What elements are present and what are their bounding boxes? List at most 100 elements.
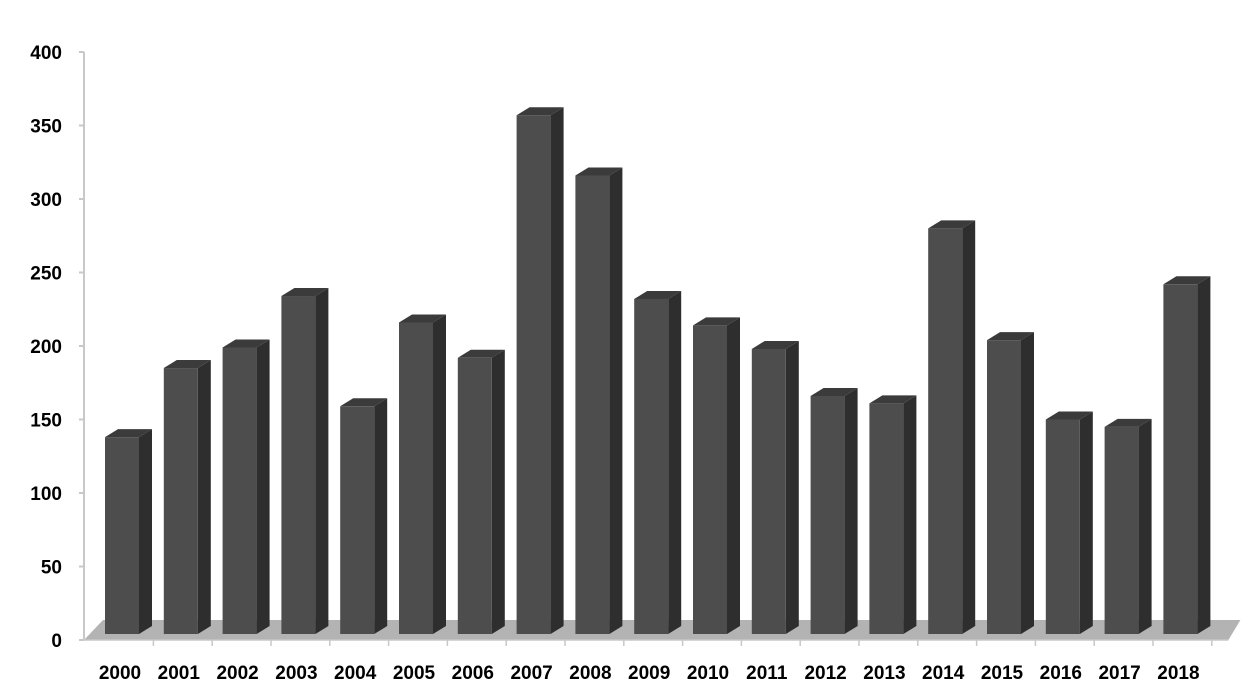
bar-2012 xyxy=(810,387,858,634)
bar-side-face xyxy=(668,290,682,634)
bar-top-face xyxy=(693,317,740,326)
bar-top-face xyxy=(575,167,623,176)
bar-side-face xyxy=(491,349,505,634)
x-tick-label: 2013 xyxy=(863,663,905,684)
x-tick-label: 2014 xyxy=(922,663,965,684)
bar-side-face xyxy=(550,107,564,634)
bar-2016 xyxy=(1045,411,1093,634)
bar-front-face xyxy=(810,395,845,634)
x-tick-label: 2011 xyxy=(746,663,788,684)
bar-2006 xyxy=(457,349,505,634)
bars-layer xyxy=(105,107,1211,635)
bar-side-face xyxy=(433,314,446,634)
bar-2010 xyxy=(693,317,740,634)
bar-front-face xyxy=(575,175,610,635)
bar-2005 xyxy=(399,314,446,634)
x-tick-label: 2000 xyxy=(99,663,141,684)
bar-side-face xyxy=(315,288,329,634)
bar-front-face xyxy=(399,322,433,634)
bar-front-face xyxy=(987,340,1021,634)
bar-side-face xyxy=(197,360,211,634)
bar-2017 xyxy=(1104,418,1152,634)
bar-side-face xyxy=(609,167,623,635)
x-tick-label: 2006 xyxy=(452,663,494,684)
bar-front-face xyxy=(457,357,492,634)
bar-top-face xyxy=(105,429,152,438)
bar-front-face xyxy=(1163,284,1198,634)
bar-2002 xyxy=(222,339,270,634)
y-tick-label: 150 xyxy=(30,411,62,432)
bar-side-face xyxy=(256,339,270,634)
y-tick-label: 100 xyxy=(30,484,62,505)
bar-2011 xyxy=(751,340,799,634)
y-tick-label: 300 xyxy=(30,190,62,211)
x-tick-label: 2005 xyxy=(393,663,436,684)
bar-side-face xyxy=(962,220,976,634)
x-tick-label: 2016 xyxy=(1040,663,1082,684)
y-tick-label: 250 xyxy=(30,264,62,285)
bar-top-face xyxy=(869,395,917,404)
bar-front-face xyxy=(634,298,669,634)
bar-2004 xyxy=(340,398,388,634)
bar-2001 xyxy=(163,360,211,634)
bar-2008 xyxy=(575,167,623,635)
bar-2009 xyxy=(634,290,682,634)
bar-front-face xyxy=(1045,419,1080,634)
bar-top-face xyxy=(399,314,446,323)
bar-top-face xyxy=(634,290,682,299)
bar-side-face xyxy=(903,395,917,634)
x-tick-label: 2010 xyxy=(687,663,729,684)
bar-side-face xyxy=(374,398,388,634)
bar-front-face xyxy=(516,115,551,634)
x-tick-label: 2002 xyxy=(216,663,258,684)
y-tick-label: 50 xyxy=(41,558,62,579)
x-tick-label: 2018 xyxy=(1157,663,1199,684)
bar-front-face xyxy=(1104,426,1139,634)
bar-top-face xyxy=(516,107,564,116)
bar-front-face xyxy=(105,437,139,634)
y-tick-label: 350 xyxy=(30,117,62,138)
bar-2007 xyxy=(516,107,564,634)
bar-side-face xyxy=(1197,276,1211,634)
bar-2014 xyxy=(928,220,976,634)
bar-front-face xyxy=(869,403,904,634)
bar-top-face xyxy=(751,340,799,349)
bar-top-face xyxy=(1045,411,1093,420)
y-tick-label: 0 xyxy=(51,631,62,652)
bar-side-face xyxy=(1079,411,1093,634)
bar-top-face xyxy=(281,288,329,297)
bar-2013 xyxy=(869,395,917,634)
bar-side-face xyxy=(844,387,858,634)
bar-side-face xyxy=(727,317,740,634)
bar-side-face xyxy=(1021,332,1034,634)
bar-top-face xyxy=(1104,418,1152,427)
bar-2015 xyxy=(987,332,1034,634)
x-tick-label: 2007 xyxy=(510,663,552,684)
bar-side-face xyxy=(785,340,799,634)
bar-side-face xyxy=(139,429,152,634)
bar-top-face xyxy=(222,339,270,348)
bar-front-face xyxy=(928,228,963,634)
bar-front-face xyxy=(222,347,257,634)
bar-front-face xyxy=(163,368,198,634)
bar-side-face xyxy=(1138,418,1152,634)
y-axis xyxy=(79,51,1229,646)
y-axis-labels: 0 50 100 150 200 250 300 350 400 xyxy=(30,43,62,652)
x-tick-label: 2017 xyxy=(1098,663,1140,684)
bar-front-face xyxy=(281,296,316,634)
bar-top-face xyxy=(340,398,388,407)
bar-top-face xyxy=(1163,276,1211,285)
bar-2000 xyxy=(105,429,152,634)
bar-2018 xyxy=(1163,276,1211,634)
bar-2003 xyxy=(281,288,329,634)
bar-top-face xyxy=(928,220,976,229)
x-tick-label: 2001 xyxy=(158,663,201,684)
bar-top-face xyxy=(810,387,858,396)
x-tick-label: 2015 xyxy=(981,663,1024,684)
bar-front-face xyxy=(693,325,727,634)
y-tick-label: 200 xyxy=(30,337,62,358)
bar-front-face xyxy=(340,406,375,634)
x-tick-label: 2004 xyxy=(334,663,377,684)
